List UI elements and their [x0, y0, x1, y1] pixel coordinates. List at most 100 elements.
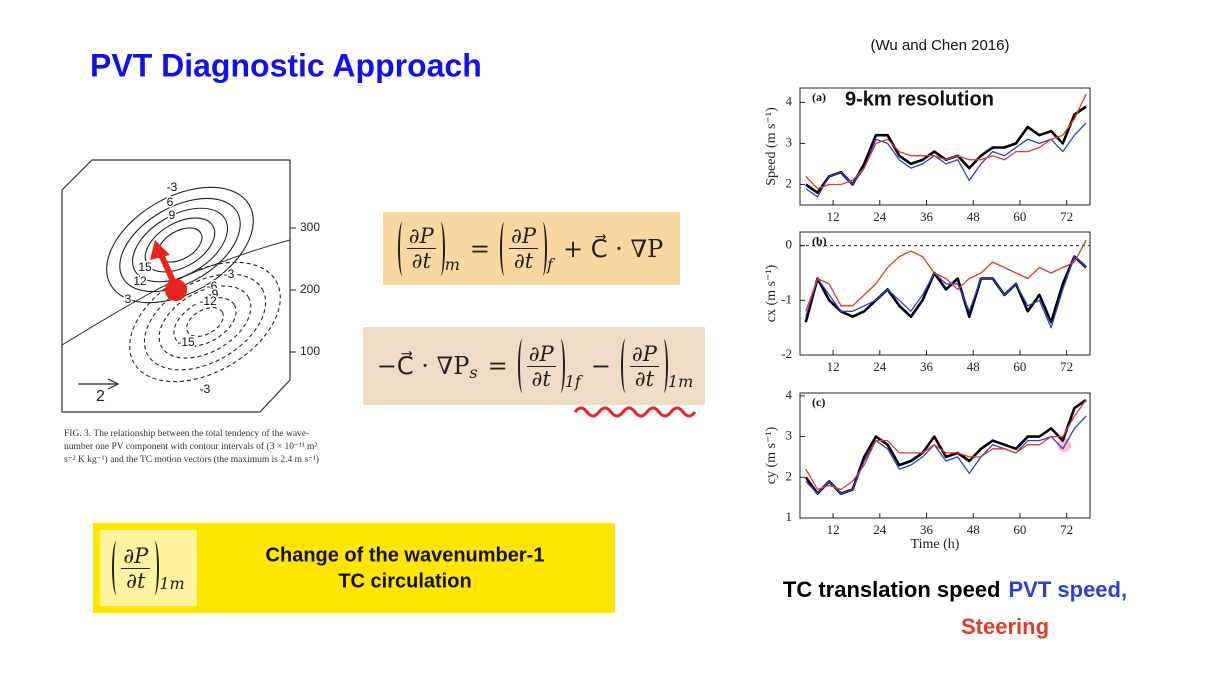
x-tick-label: 24: [873, 209, 887, 224]
y-axis-label: Speed (m s⁻¹): [764, 107, 779, 186]
x-tick-label: 36: [920, 359, 934, 374]
plot-frame: [799, 231, 1091, 356]
y-tick-label: 3: [786, 134, 793, 149]
contour-label: 3: [125, 292, 132, 306]
plot-frame: [799, 87, 1091, 206]
y-tick-label: 1: [786, 509, 793, 524]
y-tick-label: -1: [781, 291, 792, 306]
y-tick-label: 3: [786, 428, 793, 443]
slide-title: PVT Diagnostic Approach: [90, 47, 482, 83]
y-tick-label: 4: [786, 387, 793, 402]
legend-text: PVT speed,: [1009, 577, 1128, 602]
series-line: [805, 122, 1087, 198]
operator: =: [469, 234, 491, 263]
y-tick-label: 0: [786, 237, 793, 252]
denominator: ∂t: [411, 249, 431, 273]
fraction: ∂P ∂t: [121, 543, 151, 593]
highlight-line: Change of the wavenumber-1: [266, 544, 545, 566]
fraction: ∂P ∂t: [526, 341, 556, 391]
denominator: ∂t: [126, 568, 146, 593]
numerator: ∂P: [526, 341, 556, 367]
series-line: [804, 255, 1087, 324]
x-tick-label: 48: [967, 522, 980, 537]
x-tick-label: 60: [1013, 522, 1026, 537]
paren: [620, 339, 630, 393]
caption-line: s⁻² K kg⁻¹) and the TC motion vectors (t…: [64, 454, 319, 465]
x-tick-label: 72: [1060, 209, 1073, 224]
axis-tick-label: 200: [300, 282, 320, 296]
x-tick-label: 60: [1013, 359, 1026, 374]
x-tick-label: 12: [827, 522, 840, 537]
subscript: 1f: [564, 372, 581, 391]
paren: [112, 541, 121, 595]
denominator: ∂t: [634, 366, 655, 391]
x-axis-label: Time (h): [911, 537, 960, 552]
legend-text: TC translation speed: [783, 577, 1001, 602]
caption-line: number one PV component with contour int…: [64, 441, 317, 452]
legend: TC translation speed PVT speed,: [783, 577, 1127, 602]
numerator: ∂P: [629, 341, 659, 367]
contour-label: -15: [177, 335, 195, 349]
paren: [150, 541, 160, 595]
contour-label: -12: [199, 294, 217, 308]
paren: [397, 221, 407, 276]
contour-label: -6: [207, 279, 218, 293]
numerator: ∂P: [121, 543, 151, 569]
subscript: 1m: [159, 574, 185, 593]
denominator: ∂t: [513, 249, 534, 273]
operator: =: [487, 352, 508, 380]
fraction-term: ∂P ∂t f: [500, 221, 553, 276]
numerator: ∂P: [406, 224, 436, 249]
y-tick-label: 2: [786, 175, 793, 190]
subscript: f: [547, 254, 553, 274]
x-tick-label: 12: [827, 359, 840, 374]
contour-label: 15: [138, 260, 152, 274]
series-line: [805, 239, 1087, 312]
panel-label: (c): [812, 395, 825, 409]
y-axis-label: cx (m s⁻¹): [764, 264, 779, 322]
contour-label: 9: [169, 208, 176, 222]
contour-label: 6: [167, 195, 174, 209]
series-line: [804, 398, 1087, 495]
y-tick-label: 4: [786, 93, 793, 108]
panel-label: (b): [812, 234, 827, 248]
positive-contours: [106, 186, 254, 304]
contour-label: -3: [224, 267, 235, 281]
y-axis-label: cy (m s⁻¹): [764, 426, 779, 484]
plot-frame: [799, 392, 1091, 519]
series-line: [805, 399, 1087, 491]
x-tick-label: 24: [873, 359, 887, 374]
paren: [517, 339, 527, 393]
numerator: ∂P: [509, 224, 539, 249]
contour-label: -3: [200, 382, 211, 396]
contour-label: -3: [167, 180, 178, 194]
series-line: [805, 93, 1087, 190]
x-tick-label: 36: [920, 209, 934, 224]
paren: [538, 221, 548, 276]
axis-tick-label: 100: [300, 344, 320, 358]
subscript: m: [444, 254, 460, 274]
motion-vector-head: [150, 240, 170, 260]
axis-tick-label: 300: [300, 220, 320, 234]
y-tick-label: -2: [781, 346, 792, 361]
panel-label: (a): [812, 90, 826, 104]
zero-contour: [61, 239, 291, 346]
fraction-term: ∂P ∂t 1f: [517, 339, 581, 393]
legend-text: Steering: [961, 614, 1049, 639]
formula-box: −C⃗ · ∇P s = ∂P ∂t 1f − ∂P ∂t 1m: [363, 327, 705, 405]
fraction: ∂P ∂t: [509, 224, 539, 273]
paren: [556, 339, 565, 393]
fraction-term: ∂P ∂t m: [397, 221, 460, 276]
underline-squiggle: [573, 406, 697, 418]
fraction: ∂P ∂t: [629, 341, 659, 391]
series-line: [805, 255, 1087, 329]
contour-label: -9: [208, 287, 219, 301]
x-tick-label: 24: [873, 522, 887, 537]
paren: [500, 221, 509, 276]
contour-label: 12: [133, 274, 147, 288]
paren: [436, 221, 445, 276]
operator: + C⃗ · ∇P: [562, 234, 664, 263]
caption-line: FIG. 3. The relationship between the tot…: [64, 428, 309, 439]
highlight-formula: ∂P ∂t 1m: [100, 530, 197, 606]
